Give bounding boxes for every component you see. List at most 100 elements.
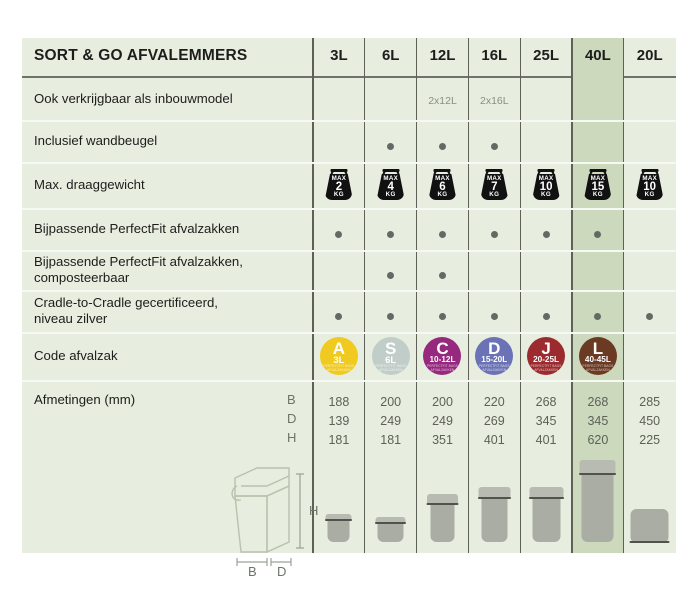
cell-text: 2x12L [428, 95, 457, 107]
column-header-6l[interactable]: 6L [381, 47, 400, 64]
cell-availability-dot [417, 137, 469, 155]
cell-availability-dot [468, 137, 520, 155]
cell-dimension-h: 620 [587, 433, 609, 447]
cell-dimension-b: 200 [380, 395, 402, 409]
cell-text: 2x16L [479, 95, 509, 107]
cell-dimension-h: 401 [483, 433, 505, 447]
availability-dot [490, 313, 498, 320]
bin-illustration-16l [477, 487, 511, 543]
row-label: Max. draaggewicht [34, 177, 145, 192]
cell-availability-dot [520, 307, 572, 325]
cell-availability-dot [520, 225, 572, 243]
max-weight-badge-icon: MAX 10 KG [636, 169, 664, 200]
column-header-12l[interactable]: 12L [429, 47, 456, 64]
bag-code-badge-d: D 15-20L PERFECTFIT BAGS AFVALZAKKEN [475, 337, 514, 375]
max-weight-badge-icon: MAX 7 KG [480, 169, 508, 200]
max-weight-badge-icon: MAX 15 KG [584, 169, 612, 200]
cell-dimension-b: 268 [535, 395, 557, 409]
cell-availability-dot [365, 266, 417, 284]
cell-dimension-h: 181 [380, 433, 402, 447]
availability-dot [438, 313, 446, 320]
row-separator [22, 120, 676, 122]
column-divider [415, 38, 418, 553]
cell-dimension-b: 188 [328, 395, 350, 409]
cell-bag-code: A 3L PERFECTFIT BAGS AFVALZAKKEN [313, 337, 365, 375]
row-label: Inclusief wandbeugel [34, 133, 158, 148]
cell-availability-dot [417, 225, 469, 243]
availability-dot [387, 143, 395, 150]
bag-code-badge-l: L 40-45L PERFECTFIT BAGS AFVALZAKKEN [578, 337, 617, 375]
cell-availability-dot [624, 307, 676, 325]
cell-max-weight: MAX 10 KG [520, 169, 572, 205]
cell-dimension-h: 351 [432, 433, 453, 447]
cell-availability-dot [572, 307, 624, 325]
max-weight-badge-icon: MAX 10 KG [532, 169, 560, 200]
bag-code-badge-c: C 10-12L PERFECTFIT BAGS AFVALZAKKEN [423, 337, 462, 375]
availability-dot [387, 272, 395, 279]
column-divider [364, 38, 366, 553]
bag-code-badge-s: S 6L PERFECTFIT BAGS AFVALZAKKEN [371, 337, 410, 375]
cell-bag-code: J 20-25L PERFECTFIT BAGS AFVALZAKKEN [520, 337, 572, 375]
availability-dot [387, 313, 395, 320]
cell-bag-code: L 40-45L PERFECTFIT BAGS AFVALZAKKEN [572, 337, 624, 375]
cell-dimension-b: 268 [587, 395, 609, 409]
cell-dimension-h: 225 [639, 433, 661, 447]
column-header-16l[interactable]: 16L [481, 47, 508, 64]
row-label: Bijpassende PerfectFit afvalzakken [34, 221, 240, 236]
page-title: SORT & GO AFVALEMMERS [34, 47, 248, 64]
bag-code-badge-j: J 20-25L PERFECTFIT BAGS AFVALZAKKEN [527, 337, 566, 375]
max-weight-badge-icon: MAX 4 KG [377, 169, 405, 200]
column-divider [519, 38, 521, 553]
cell-availability-dot [468, 307, 520, 325]
column-divider [571, 38, 573, 553]
availability-dot [542, 313, 550, 320]
row-separator [22, 290, 676, 292]
cell-availability-dot [313, 225, 365, 243]
bin-illustration-25l [528, 487, 564, 543]
availability-dot [387, 231, 395, 238]
bin-illustration-12l [426, 494, 459, 543]
availability-dot [594, 313, 602, 320]
svg-text:B: B [248, 564, 257, 576]
cell-max-weight: MAX 2 KG [313, 169, 365, 205]
cell-max-weight: MAX 4 KG [365, 169, 417, 205]
cell-max-weight: MAX 6 KG [417, 169, 469, 205]
cell-availability-dot [365, 137, 417, 155]
dimension-key-b: B [287, 392, 296, 407]
availability-dot [646, 313, 654, 320]
cell-dimension-d: 269 [483, 414, 505, 428]
bin-illustration-20l [629, 509, 670, 544]
cell-availability-dot [417, 266, 469, 284]
bin-illustration-40l [579, 460, 617, 543]
availability-dot [438, 231, 446, 238]
cell-dimension-b: 200 [432, 395, 453, 409]
cell-dimension-h: 181 [328, 433, 350, 447]
cell-availability-dot [417, 307, 469, 325]
bin-schematic-drawing: H B D [227, 456, 337, 579]
cell-dimension-d: 345 [587, 414, 609, 428]
availability-dot [335, 231, 343, 238]
column-header-20l[interactable]: 20L [636, 47, 663, 64]
cell-max-weight: MAX 7 KG [468, 169, 520, 205]
product-comparison-table: SORT & GO AFVALEMMERS 3L 6L 12L 16L 25L 40L 20… [22, 38, 676, 579]
cell-dimension-b: 285 [639, 395, 661, 409]
column-divider [312, 38, 315, 553]
column-divider [467, 38, 470, 553]
column-divider [623, 38, 625, 553]
dimension-key-h: H [287, 430, 297, 445]
column-header-40l[interactable]: 40L [584, 47, 611, 64]
cell-dimension-d: 139 [328, 414, 350, 428]
column-header-3l[interactable]: 3L [330, 47, 348, 64]
row-separator [22, 162, 676, 164]
cell-availability-dot [572, 225, 624, 243]
bin-illustration-3l [325, 514, 353, 543]
cell-availability-dot [365, 307, 417, 325]
row-label: Ook verkrijgbaar als inbouwmodel [34, 91, 233, 106]
max-weight-badge-icon: MAX 6 KG [428, 169, 456, 200]
cell-dimension-h: 401 [535, 433, 557, 447]
column-header-25l[interactable]: 25L [533, 47, 560, 64]
row-separator [22, 208, 676, 210]
cell-availability-dot [313, 307, 365, 325]
availability-dot [594, 231, 602, 238]
